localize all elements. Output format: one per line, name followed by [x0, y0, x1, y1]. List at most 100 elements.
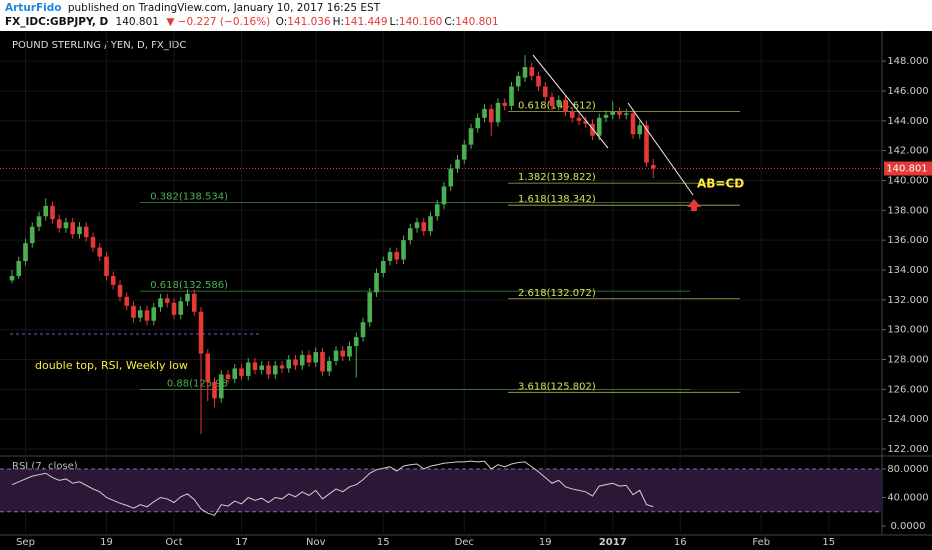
candle-body	[306, 355, 312, 363]
candle-body	[225, 374, 231, 379]
fib-label: 1.618(138.342)	[518, 194, 596, 205]
x-tick-label: Oct	[165, 537, 182, 548]
y-tick-label: 144.000	[887, 116, 928, 127]
symbol-line: FX_IDC:GBPJPY, D 140.801 ▼ −0.227 (−0.16…	[5, 16, 499, 28]
candle-body	[380, 261, 386, 273]
y-tick-label: 126.000	[887, 384, 928, 395]
y-tick-label: 148.000	[887, 56, 928, 67]
x-tick-label: 15	[822, 537, 835, 548]
y-tick-label: 80.0000	[887, 464, 928, 475]
candle-body	[137, 310, 143, 318]
candle-body	[171, 302, 177, 315]
candle-body	[468, 128, 474, 145]
candle-body	[23, 243, 28, 262]
candle-body	[549, 96, 555, 106]
y-tick-label: 122.000	[887, 444, 928, 455]
candle-body	[374, 272, 379, 293]
candle-body	[644, 125, 649, 163]
candle-body	[232, 368, 238, 379]
fib-label: 2.618(132.072)	[518, 288, 596, 299]
author[interactable]: ArturFido	[5, 2, 61, 14]
y-tick-label: 128.000	[887, 355, 928, 366]
candle-body	[252, 362, 258, 370]
candle-body	[97, 247, 103, 257]
published: published on TradingView.com, January 10…	[68, 2, 381, 14]
candle-body	[576, 117, 582, 121]
ohlc-label: O:	[276, 16, 288, 28]
candle-body	[353, 337, 359, 347]
symbol: FX_IDC:GBPJPY, D	[5, 16, 108, 28]
candle-body	[239, 368, 244, 376]
header-bar	[0, 0, 932, 31]
x-tick-label: 19	[100, 537, 113, 548]
plot: Sep 19 Oct 17 Nov 15 Dec 19 2017 16 Feb 15 122.000 12…	[0, 31, 932, 548]
candle-body	[610, 111, 616, 115]
candle-body	[536, 76, 541, 87]
candle-body	[117, 284, 123, 297]
candle-body	[9, 275, 15, 281]
fib-label: 1.382(139.822)	[518, 172, 596, 183]
candle-body	[421, 222, 427, 232]
candle-body	[191, 293, 197, 312]
fib-label: 0.88(125.98	[167, 379, 228, 390]
candle-body	[428, 216, 433, 232]
annotation: double top, RSI, Weekly low	[35, 359, 188, 372]
candle-body	[16, 261, 22, 276]
candle-body	[131, 305, 136, 318]
x-tick-label: 15	[377, 537, 390, 548]
ohlc-label: C:	[444, 16, 455, 28]
candle-body	[90, 237, 96, 248]
last-price-box	[884, 161, 932, 176]
candle-body	[407, 228, 413, 241]
ohlc-value: 140.801	[455, 16, 498, 28]
candle-body	[414, 222, 420, 229]
rsi-band	[0, 468, 882, 512]
fib-label: 0.382(138.534)	[150, 191, 228, 202]
candle-body	[50, 205, 55, 220]
x-tick-label: 17	[235, 537, 248, 548]
candle-body	[502, 102, 508, 106]
candle-body	[482, 108, 487, 118]
candle-body	[259, 365, 265, 370]
last-price-label: 140.801	[886, 164, 927, 175]
candle-body	[340, 350, 346, 357]
ohlc-label: H:	[333, 16, 344, 28]
candle-body	[299, 355, 305, 366]
target-arrow	[687, 199, 701, 211]
candle-body	[178, 301, 184, 315]
candle-body	[401, 240, 406, 260]
annotation: AB=CD	[697, 177, 744, 191]
x-tick-label: Sep	[16, 537, 35, 548]
candle-body	[266, 365, 271, 375]
candle-body	[198, 311, 204, 354]
candle-body	[347, 346, 352, 357]
ohlc-value: 141.036	[287, 16, 331, 28]
candle-body	[218, 374, 224, 399]
change: ▼ −0.227 (−0.16%)	[166, 16, 270, 28]
x-tick-label: 19	[539, 537, 552, 548]
y-tick-label: 124.000	[887, 414, 928, 425]
y-tick-label: 138.000	[887, 205, 928, 216]
candle-body	[293, 359, 298, 366]
y-tick-label: 142.000	[887, 146, 928, 157]
rsi-line	[11, 460, 654, 516]
candle-body	[205, 353, 211, 382]
fib-label: 0.618(144.612)	[518, 101, 596, 112]
y-tick-label: 0.0000	[891, 521, 926, 532]
candle-body	[461, 144, 467, 160]
header-line: ArturFido published on TradingView.com, …	[5, 2, 381, 14]
candle-body	[542, 86, 548, 97]
y-tick-label: 136.000	[887, 235, 928, 246]
fib-label: 0.618(132.586)	[150, 280, 228, 291]
candle-body	[151, 307, 157, 321]
candle-body	[394, 252, 400, 260]
candle-body	[529, 67, 535, 77]
x-tick-label: Dec	[455, 537, 474, 548]
candle-body	[515, 76, 521, 87]
candle-body	[212, 381, 217, 399]
candle-body	[83, 226, 89, 238]
candle-body	[320, 352, 325, 372]
candle-body	[43, 205, 49, 217]
fib-label: 3.618(125.802)	[518, 381, 596, 392]
